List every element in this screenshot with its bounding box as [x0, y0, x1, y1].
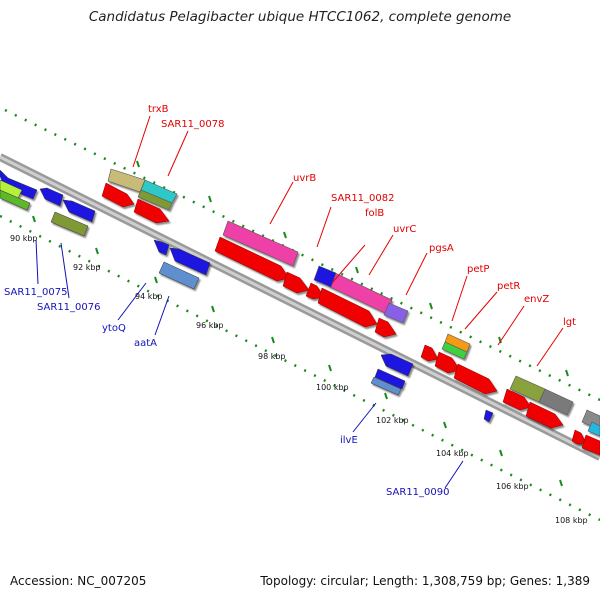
tick-label: 96 kbp: [196, 321, 224, 330]
gene-label-SAR11_0076: SAR11_0076: [37, 302, 101, 313]
forward-arrow: [317, 287, 378, 328]
gene-label-SAR11_0082: SAR11_0082: [331, 193, 395, 204]
forward-features: [107, 168, 600, 437]
forward-arrow: [581, 434, 600, 456]
reverse-label-leaders: [35, 239, 464, 489]
forward-arrow: [133, 198, 170, 224]
forward-arrows: [101, 182, 600, 456]
green-gene: [0, 189, 31, 211]
reverse-arrow: [153, 239, 170, 256]
genome-summary-text: Topology: circular; Length: 1,308,759 bp…: [260, 574, 590, 588]
reverse-arrow: [169, 247, 211, 276]
reverse-arrow: [483, 409, 494, 423]
forward-label-leaders: [132, 115, 564, 367]
reverse-arrow: [62, 199, 96, 223]
reverse-gene-labels: SAR11_0075 SAR11_0076 ytoQ aatA ilvE SAR…: [4, 287, 450, 498]
forward-arrow: [571, 429, 587, 445]
reverse-features: [0, 169, 494, 423]
forward-arrow: [502, 388, 532, 411]
forward-arrow: [434, 351, 461, 374]
tick-label: 98 kbp: [258, 352, 286, 361]
forward-arrow: [420, 344, 439, 362]
gene-label-SAR11_0090: SAR11_0090: [386, 487, 450, 498]
tick-label: 100 kbp: [316, 383, 349, 392]
gene-label-petP: petP: [467, 264, 489, 275]
forward-arrow: [101, 182, 135, 208]
gene-label-petR: petR: [497, 281, 520, 292]
tick-label: 108 kbp: [555, 516, 588, 525]
gene-label-SAR11_0075: SAR11_0075: [4, 287, 68, 298]
gene-label-ytoQ: ytoQ: [102, 323, 126, 334]
folB-gene: [383, 302, 409, 324]
cyan-gene-edge: [587, 421, 600, 437]
gene-label-lgt: lgt: [563, 317, 576, 328]
tick-label: 92 kbp: [73, 263, 101, 272]
gene-label-envZ: envZ: [524, 294, 549, 305]
reverse-arrow: [380, 353, 414, 377]
tick-label: 106 kbp: [496, 482, 529, 491]
forward-arrow: [453, 363, 498, 395]
reverse-arrow: [39, 187, 64, 207]
SAR11_0076-gene: [50, 211, 89, 237]
tick-labels: 90 kbp 92 kbp 94 kbp 96 kbp 98 kbp 100 k…: [10, 234, 588, 525]
forward-arrow: [525, 401, 564, 429]
genome-backbone-highlight: [0, 155, 600, 459]
aatA-gene: [158, 261, 200, 290]
forward-arrow: [282, 271, 310, 294]
gene-label-ilvE: ilvE: [340, 435, 358, 446]
forward-gene-labels: trxB SAR11_0078 uvrB SAR11_0082 folB uvr…: [148, 104, 576, 328]
tick-label: 104 kbp: [436, 449, 469, 458]
outer-ruler-line: [4, 108, 600, 402]
lgt-gene: [538, 388, 574, 416]
olive-gene-a: [137, 189, 173, 211]
accession-text: Accession: NC_007205: [10, 574, 147, 588]
outer-major-ticks: [136, 160, 569, 377]
ilvE-gene: [370, 376, 402, 396]
SAR11_0082-gene: [313, 265, 337, 288]
forward-arrow: [305, 282, 325, 300]
inner-ruler-line: [0, 214, 600, 522]
petR-gene: [441, 341, 468, 360]
tick-label: 102 kbp: [376, 416, 409, 425]
gene-label-uvrC: uvrC: [393, 224, 416, 235]
inner-major-ticks: [32, 215, 563, 487]
forward-arrow: [214, 236, 290, 282]
gene-label-uvrB: uvrB: [293, 173, 316, 184]
tick-label: 90 kbp: [10, 234, 38, 243]
gene-label-SAR11_0078: SAR11_0078: [161, 119, 225, 130]
map-title: Candidatus Pelagibacter ubique HTCC1062,…: [88, 9, 512, 25]
forward-arrow: [374, 317, 397, 338]
gene-label-trxB: trxB: [148, 104, 169, 115]
tick-label: 94 kbp: [135, 292, 163, 301]
gene-label-folB: folB: [365, 208, 384, 219]
gene-label-pgsA: pgsA: [429, 243, 454, 254]
uvrB-gene: [222, 220, 299, 267]
reverse-arrow: [374, 368, 406, 390]
gene-label-aatA: aatA: [134, 338, 157, 349]
